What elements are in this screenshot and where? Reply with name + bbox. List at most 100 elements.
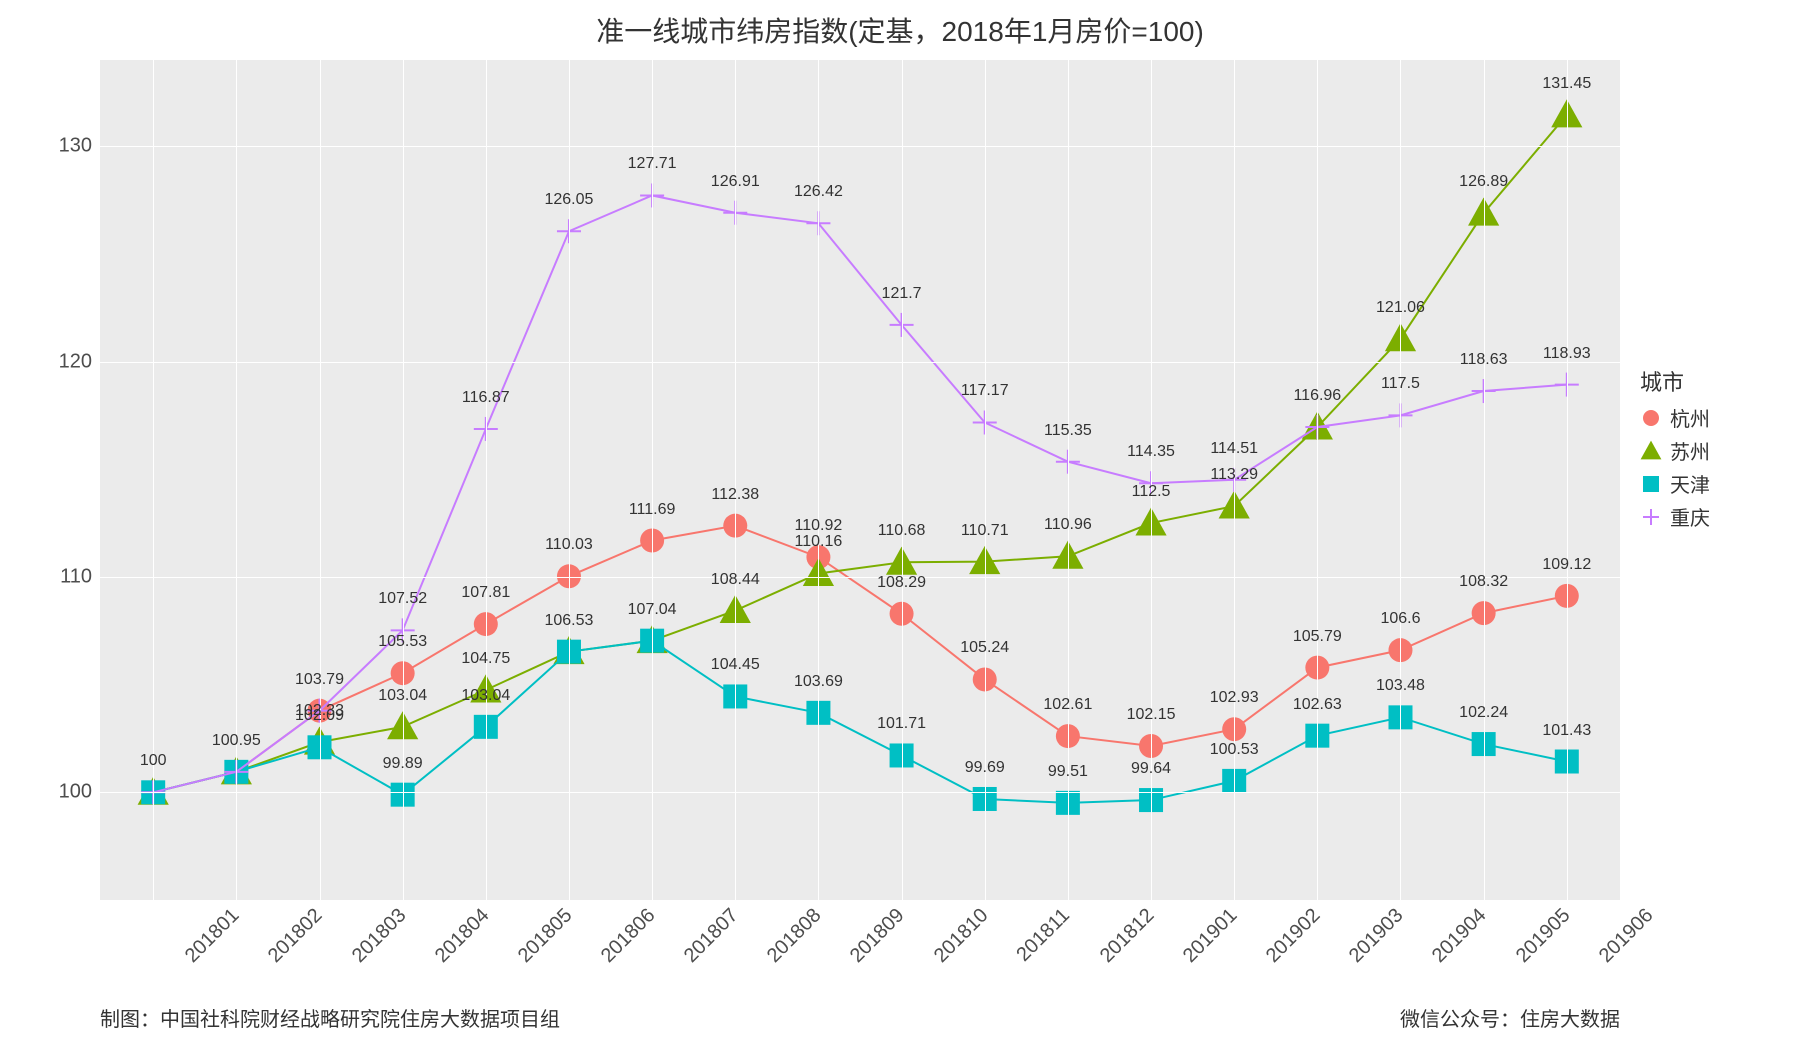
chart-title: 准一线城市纬房指数(定基，2018年1月房价=100): [0, 10, 1800, 50]
x-tick-label: 201812: [1091, 900, 1159, 968]
data-label: 107.81: [461, 584, 510, 606]
legend: 城市 杭州苏州天津重庆: [1640, 365, 1710, 535]
data-label: 117.5: [1381, 375, 1420, 397]
legend-item: 天津: [1640, 469, 1710, 498]
x-tick-label: 201807: [676, 900, 744, 968]
y-tick-label: 120: [59, 350, 100, 373]
gridline-h: [100, 577, 1620, 578]
gridline-v: [1567, 60, 1568, 900]
caption-left: 制图：中国社科院财经战略研究院住房大数据项目组: [100, 1003, 560, 1032]
x-tick-label: 201801: [177, 900, 245, 968]
legend-swatch: [1640, 506, 1662, 528]
data-label: 126.42: [794, 183, 843, 205]
data-label: 102.61: [1043, 696, 1092, 718]
data-label: 109.12: [1542, 556, 1591, 578]
data-label: 114.51: [1210, 440, 1258, 462]
data-label: 121.06: [1376, 299, 1425, 321]
data-label: 103.04: [461, 687, 510, 709]
data-label: 108.29: [877, 574, 926, 596]
data-label: 99.64: [1131, 760, 1171, 782]
data-label: 105.24: [960, 639, 1009, 661]
gridline-v: [569, 60, 570, 900]
x-tick-label: 201902: [1258, 900, 1326, 968]
legend-swatch: [1640, 440, 1662, 462]
data-label: 105.79: [1293, 628, 1342, 650]
data-label: 126.91: [711, 173, 760, 195]
data-label: 126.05: [544, 191, 593, 213]
x-tick-label: 201811: [1008, 900, 1075, 967]
caption-right: 微信公众号：住房大数据: [1400, 1003, 1620, 1032]
data-label: 102.15: [1127, 706, 1176, 728]
legend-label: 重庆: [1670, 502, 1710, 531]
x-tick-label: 201804: [426, 900, 494, 968]
data-label: 112.5: [1132, 483, 1171, 505]
series-layer: [100, 60, 1620, 900]
x-tick-label: 201803: [343, 900, 411, 968]
data-label: 110.16: [795, 533, 843, 555]
data-label: 102.09: [295, 707, 344, 729]
data-label: 107.04: [628, 601, 677, 623]
gridline-v: [902, 60, 903, 900]
data-label: 116.96: [1293, 387, 1341, 409]
data-label: 99.51: [1048, 763, 1088, 785]
data-label: 107.52: [378, 590, 427, 612]
chart-container: 准一线城市纬房指数(定基，2018年1月房价=100) 100110120130…: [0, 0, 1800, 1050]
data-label: 115.35: [1044, 422, 1092, 444]
data-label: 113.29: [1210, 466, 1258, 488]
data-label: 100.53: [1210, 741, 1259, 763]
x-tick-label: 201806: [593, 900, 661, 968]
data-label: 103.69: [794, 673, 843, 695]
series-line: [153, 195, 1567, 792]
x-tick-label: 201805: [509, 900, 577, 968]
data-label: 102.93: [1210, 689, 1259, 711]
data-label: 117.17: [961, 382, 1009, 404]
legend-label: 天津: [1670, 469, 1710, 498]
x-tick-label: 201906: [1590, 900, 1658, 968]
data-label: 105.53: [378, 633, 427, 655]
data-label: 110.71: [961, 522, 1009, 544]
gridline-v: [320, 60, 321, 900]
data-label: 111.69: [629, 501, 676, 523]
data-label: 100.95: [212, 732, 261, 754]
legend-item: 苏州: [1640, 436, 1710, 465]
data-label: 118.63: [1460, 351, 1508, 373]
x-tick-label: 201901: [1175, 900, 1243, 968]
legend-swatch: [1640, 473, 1662, 495]
data-label: 101.43: [1542, 722, 1591, 744]
data-label: 108.32: [1459, 573, 1508, 595]
legend-title: 城市: [1640, 365, 1710, 397]
data-label: 102.63: [1293, 696, 1342, 718]
data-label: 114.35: [1127, 443, 1175, 465]
data-label: 106.53: [544, 612, 593, 634]
legend-label: 杭州: [1670, 403, 1710, 432]
data-label: 103.04: [378, 687, 427, 709]
gridline-v: [486, 60, 487, 900]
plot-area: 1001101201302018012018022018032018042018…: [100, 60, 1620, 900]
gridline-h: [100, 792, 1620, 793]
data-label: 127.71: [628, 155, 677, 177]
data-label: 103.79: [295, 671, 344, 693]
data-label: 108.44: [711, 571, 760, 593]
data-label: 118.93: [1543, 345, 1591, 367]
data-label: 104.75: [461, 650, 510, 672]
data-label: 116.87: [462, 389, 510, 411]
legend-item: 杭州: [1640, 403, 1710, 432]
gridline-v: [236, 60, 237, 900]
data-label: 131.45: [1542, 75, 1591, 97]
x-tick-label: 201808: [759, 900, 827, 968]
gridline-v: [1317, 60, 1318, 900]
y-tick-label: 110: [60, 565, 100, 588]
gridline-h: [100, 362, 1620, 363]
data-label: 100: [140, 752, 167, 774]
x-tick-label: 201809: [842, 900, 910, 968]
series-line: [153, 641, 1567, 803]
y-tick-label: 100: [59, 781, 100, 804]
data-label: 104.45: [711, 656, 760, 678]
data-label: 101.71: [877, 715, 926, 737]
x-tick-label: 201802: [260, 900, 328, 968]
data-label: 99.69: [965, 759, 1005, 781]
x-tick-label: 201903: [1341, 900, 1409, 968]
data-label: 102.24: [1459, 704, 1508, 726]
data-label: 99.89: [383, 755, 423, 777]
data-label: 112.38: [711, 486, 759, 508]
